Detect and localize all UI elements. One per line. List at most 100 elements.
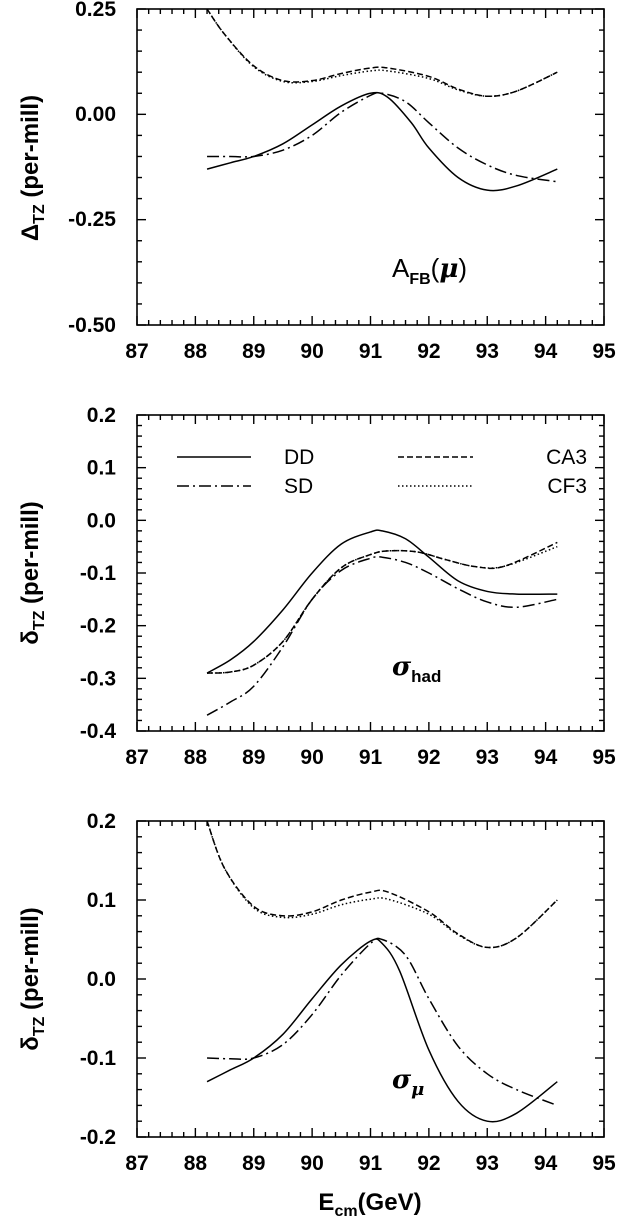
legend-label-sd: SD bbox=[284, 475, 313, 498]
y-tick-label: -0.25 bbox=[68, 208, 116, 231]
y-axis-symbol: δ bbox=[17, 630, 44, 645]
legend-label-dd: DD bbox=[284, 446, 314, 469]
x-ticks bbox=[136, 821, 605, 1137]
y-ticks bbox=[137, 414, 604, 732]
x-tick-label: 92 bbox=[417, 1152, 440, 1175]
x-tick-label: 91 bbox=[359, 340, 383, 363]
x-tick-label: 90 bbox=[300, 746, 323, 769]
curves bbox=[206, 8, 558, 192]
x-tick-label: 95 bbox=[592, 746, 616, 769]
y-axis-subscript: TZ bbox=[31, 610, 48, 630]
x-tick-label: 88 bbox=[184, 1152, 208, 1175]
x-axis-title: Ecm(GeV) bbox=[318, 1189, 421, 1220]
plot-frame bbox=[136, 8, 605, 326]
y-tick-label: -0.2 bbox=[80, 1126, 116, 1149]
y-axis-subscript: TZ bbox=[31, 1016, 48, 1036]
x-tick-label: 94 bbox=[534, 340, 558, 363]
x-tick-label: 95 bbox=[592, 340, 616, 363]
series-sd-line bbox=[207, 937, 558, 1107]
y-tick-label: 0.1 bbox=[87, 889, 117, 912]
y-ticks bbox=[137, 820, 604, 1138]
y-axis-title: δTZ (per-mill) bbox=[17, 907, 48, 1050]
x-tick-label: 87 bbox=[125, 1152, 148, 1175]
series-sd-line bbox=[207, 91, 558, 183]
y-tick-label: -0.3 bbox=[80, 667, 116, 690]
x-tick-label: 91 bbox=[359, 1152, 383, 1175]
x-tick-label: 89 bbox=[242, 340, 265, 363]
x-tick-label: 89 bbox=[242, 1152, 265, 1175]
x-axis-units: (GeV) bbox=[358, 1189, 422, 1216]
y-ticks bbox=[137, 8, 604, 326]
x-tick-label: 87 bbox=[125, 340, 148, 363]
y-axis-units: (per-mill) bbox=[17, 501, 44, 604]
annotation-symbol: μ bbox=[439, 254, 458, 284]
series-dd-line bbox=[206, 91, 558, 192]
x-tick-label: 93 bbox=[476, 746, 499, 769]
legend-label-cf3: CF3 bbox=[547, 475, 587, 498]
x-tick-label: 95 bbox=[592, 1152, 616, 1175]
y-tick-label: 0.25 bbox=[75, 0, 116, 21]
series-cf3-line bbox=[207, 545, 558, 674]
annotation-base: A bbox=[392, 253, 410, 283]
plot-frame bbox=[136, 414, 605, 732]
annotation-subscript: had bbox=[411, 667, 441, 686]
annotation-symbol: σ bbox=[392, 1065, 412, 1095]
curves bbox=[206, 529, 558, 716]
y-tick-label: -0.2 bbox=[80, 615, 116, 638]
annotation-symbol: σ bbox=[392, 652, 412, 682]
y-tick-label: -0.1 bbox=[80, 562, 117, 585]
annotation-open: ( bbox=[431, 253, 440, 283]
panel-had: 87 88 89 90 91 92 93 94 95 0.2 0.1 0.0 -… bbox=[17, 404, 616, 769]
x-ticks bbox=[136, 415, 605, 731]
y-tick-label: 0.0 bbox=[87, 968, 116, 991]
annotation-subscript: μ bbox=[411, 1079, 424, 1100]
y-axis-symbol: Δ bbox=[17, 224, 44, 241]
x-tick-label: 88 bbox=[184, 746, 208, 769]
series-ca3-line bbox=[206, 8, 558, 98]
y-tick-label: 0.1 bbox=[87, 457, 117, 480]
series-dd-line bbox=[206, 529, 558, 674]
x-axis-base: E bbox=[318, 1189, 334, 1216]
y-tick-label: 0.2 bbox=[87, 810, 116, 833]
x-tick-label: 90 bbox=[300, 340, 323, 363]
y-axis-symbol: δ bbox=[17, 1036, 44, 1051]
annotation-close: ) bbox=[458, 253, 467, 283]
series-dd-line bbox=[206, 938, 558, 1123]
x-tick-label: 92 bbox=[417, 340, 440, 363]
panel-mu: 87 88 89 90 91 92 93 94 95 0.2 0.1 0.0 -… bbox=[17, 810, 616, 1220]
y-tick-label: -0.1 bbox=[80, 1047, 117, 1070]
panel-afb: 87 88 89 90 91 92 93 94 95 0.25 0.00 -0.… bbox=[17, 0, 616, 363]
series-cf3-line bbox=[206, 820, 558, 949]
y-tick-label: -0.4 bbox=[80, 720, 117, 743]
x-ticks bbox=[136, 9, 605, 325]
y-axis-title: δTZ (per-mill) bbox=[17, 501, 48, 644]
y-axis-units: (per-mill) bbox=[17, 907, 44, 1010]
x-tick-label: 94 bbox=[534, 746, 558, 769]
series-ca3-line bbox=[207, 541, 558, 674]
legend: DD SD CA3 CF3 bbox=[177, 446, 587, 498]
annotation-subscript: FB bbox=[409, 271, 430, 288]
x-tick-label: 87 bbox=[125, 746, 148, 769]
plot-frame bbox=[136, 820, 605, 1138]
x-tick-label: 90 bbox=[300, 1152, 323, 1175]
x-tick-label: 93 bbox=[476, 340, 499, 363]
y-tick-label: 0.0 bbox=[87, 509, 116, 532]
series-ca3-line bbox=[206, 820, 558, 949]
x-tick-label: 92 bbox=[417, 746, 440, 769]
x-tick-label: 88 bbox=[184, 340, 208, 363]
series-sd-line bbox=[206, 555, 558, 716]
annotation-had: σhad bbox=[392, 652, 441, 686]
curves bbox=[206, 820, 558, 1123]
x-tick-label: 89 bbox=[242, 746, 265, 769]
x-tick-label: 93 bbox=[476, 1152, 499, 1175]
annotation-afb: AFB(μ) bbox=[392, 253, 467, 288]
x-tick-label: 94 bbox=[534, 1152, 558, 1175]
y-tick-label: 0.00 bbox=[75, 103, 116, 126]
series-cf3-line bbox=[206, 8, 558, 97]
annotation-mu: σμ bbox=[392, 1065, 424, 1100]
y-tick-label: 0.2 bbox=[87, 404, 116, 427]
y-tick-label: -0.50 bbox=[68, 314, 116, 337]
legend-label-ca3: CA3 bbox=[546, 446, 587, 469]
y-axis-subscript: TZ bbox=[31, 204, 48, 224]
